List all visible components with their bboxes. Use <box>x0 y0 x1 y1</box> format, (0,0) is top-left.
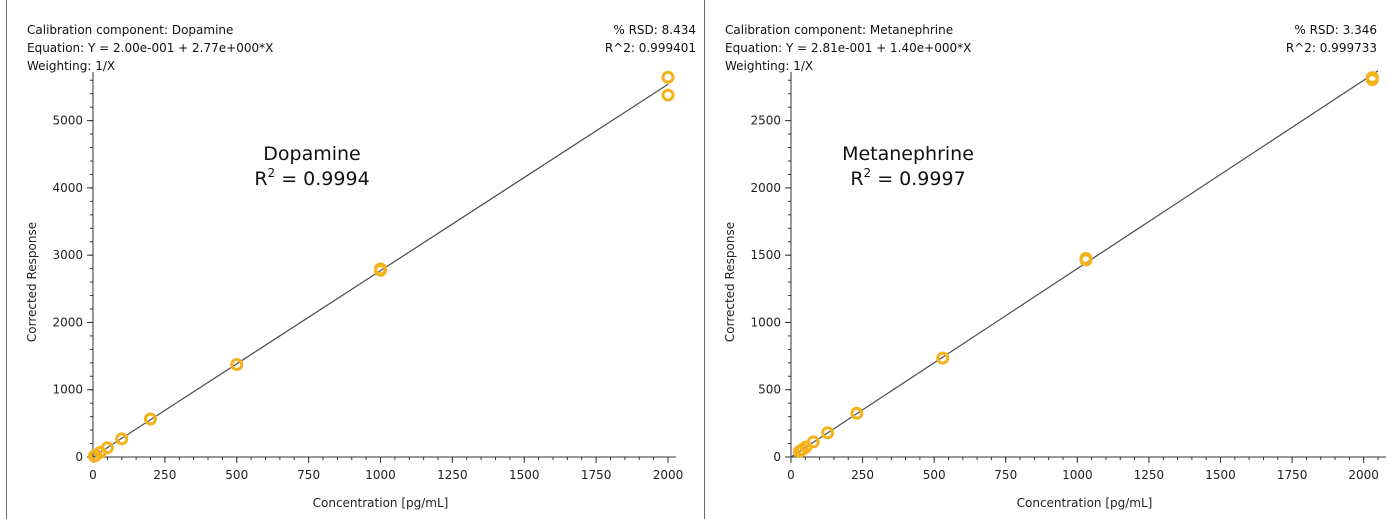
calibration-panel-metanephrine: Calibration component: Metanephrine Equa… <box>704 0 1390 519</box>
x-axis-title: Concentration [pg/mL] <box>313 496 449 510</box>
data-point <box>661 88 675 102</box>
x-tick-label: 0 <box>89 468 97 482</box>
fit-stats: % RSD: 3.346 R^2: 0.999733 <box>1286 21 1377 57</box>
y-tick-label: 0 <box>773 450 781 464</box>
rsd-label: % RSD: 3.346 <box>1294 23 1377 37</box>
data-point <box>115 432 129 446</box>
data-point <box>661 70 675 84</box>
x-tick-label: 750 <box>994 468 1017 482</box>
y-tick-label: 2000 <box>750 181 781 195</box>
y-tick-label: 1000 <box>750 315 781 329</box>
annotation-r2-superscript: 2 <box>268 166 276 180</box>
y-axis-title: Corrected Response <box>25 222 39 342</box>
weighting-label: Weighting: 1/X <box>27 59 116 73</box>
x-tick-label: 250 <box>851 468 874 482</box>
x-tick-label: 1250 <box>437 468 468 482</box>
annotation-r2-value: = 0.9997 <box>871 168 965 190</box>
calibration-panel-dopamine: Calibration component: Dopamine Equation… <box>6 0 704 519</box>
data-point <box>821 426 835 440</box>
y-tick-label: 2000 <box>52 315 83 329</box>
data-point <box>230 358 244 371</box>
equation-label: Equation: Y = 2.00e-001 + 2.77e+000*X <box>27 41 274 55</box>
x-tick-label: 1000 <box>1062 468 1093 482</box>
x-tick-label: 500 <box>923 468 946 482</box>
component-label: Calibration component: Metanephrine <box>725 23 954 37</box>
x-tick-label: 750 <box>297 468 320 482</box>
x-tick-label: 1500 <box>509 468 540 482</box>
y-axis-title: Corrected Response <box>723 222 737 342</box>
y-tick-label: 1500 <box>750 248 781 262</box>
annotation-compound: Metanephrine <box>842 143 974 165</box>
data-point <box>1079 252 1093 266</box>
annotation-r2: R2 = 0.9994 <box>254 166 369 190</box>
rsd-label: % RSD: 8.434 <box>613 23 696 37</box>
data-point <box>1365 71 1379 85</box>
r2-label: R^2: 0.999401 <box>604 41 696 55</box>
component-label: Calibration component: Dopamine <box>27 23 234 37</box>
x-tick-label: 2000 <box>1348 468 1379 482</box>
x-tick-label: 2000 <box>653 468 684 482</box>
x-tick-label: 1750 <box>1277 468 1308 482</box>
calibration-chart-dopamine: 0 250 500 750 1000 1250 1500 1750 2000 0 1000 2000 3… <box>25 70 684 510</box>
y-tick-label: 4000 <box>52 181 83 195</box>
data-point <box>100 441 114 455</box>
annotation-r2: R2 = 0.9997 <box>850 166 965 190</box>
data-point <box>850 406 864 420</box>
y-tick-label: 500 <box>758 383 781 397</box>
r2-label: R^2: 0.999733 <box>1285 41 1377 55</box>
data-point <box>936 351 950 365</box>
x-tick-label: 1500 <box>1205 468 1236 482</box>
data-point <box>144 412 157 426</box>
x-tick-label: 1000 <box>365 468 396 482</box>
y-tick-label: 5000 <box>52 114 83 128</box>
regression-line <box>92 83 669 458</box>
x-tick-label: 0 <box>787 468 795 482</box>
calibration-info: Calibration component: Metanephrine Equa… <box>725 21 971 75</box>
fit-stats: % RSD: 8.434 R^2: 0.999401 <box>605 21 696 57</box>
y-tick-label: 0 <box>75 450 83 464</box>
annotation-r2-symbol: R <box>254 168 267 190</box>
x-tick-label: 1250 <box>1134 468 1165 482</box>
annotation-compound: Dopamine <box>263 143 360 165</box>
x-tick-label: 250 <box>153 468 176 482</box>
annotation-r2-value: = 0.9994 <box>275 168 369 190</box>
data-point <box>806 435 820 449</box>
calibration-info: Calibration component: Dopamine Equation… <box>27 21 273 75</box>
y-tick-label: 1000 <box>52 383 83 397</box>
x-tick-label: 1750 <box>581 468 612 482</box>
y-tick-label: 3000 <box>52 248 83 262</box>
calibration-chart-metanephrine: 0 250 500 750 1000 1250 1500 1750 2000 0 500 1000 15… <box>723 70 1386 510</box>
weighting-label: Weighting: 1/X <box>725 59 814 73</box>
x-tick-label: 500 <box>225 468 248 482</box>
annotation-r2-superscript: 2 <box>864 166 872 180</box>
data-point <box>374 262 387 276</box>
x-axis-title: Concentration [pg/mL] <box>1017 496 1153 510</box>
annotation-r2-symbol: R <box>850 168 863 190</box>
y-tick-label: 2500 <box>750 114 781 128</box>
equation-label: Equation: Y = 2.81e-001 + 1.40e+000*X <box>725 41 972 55</box>
